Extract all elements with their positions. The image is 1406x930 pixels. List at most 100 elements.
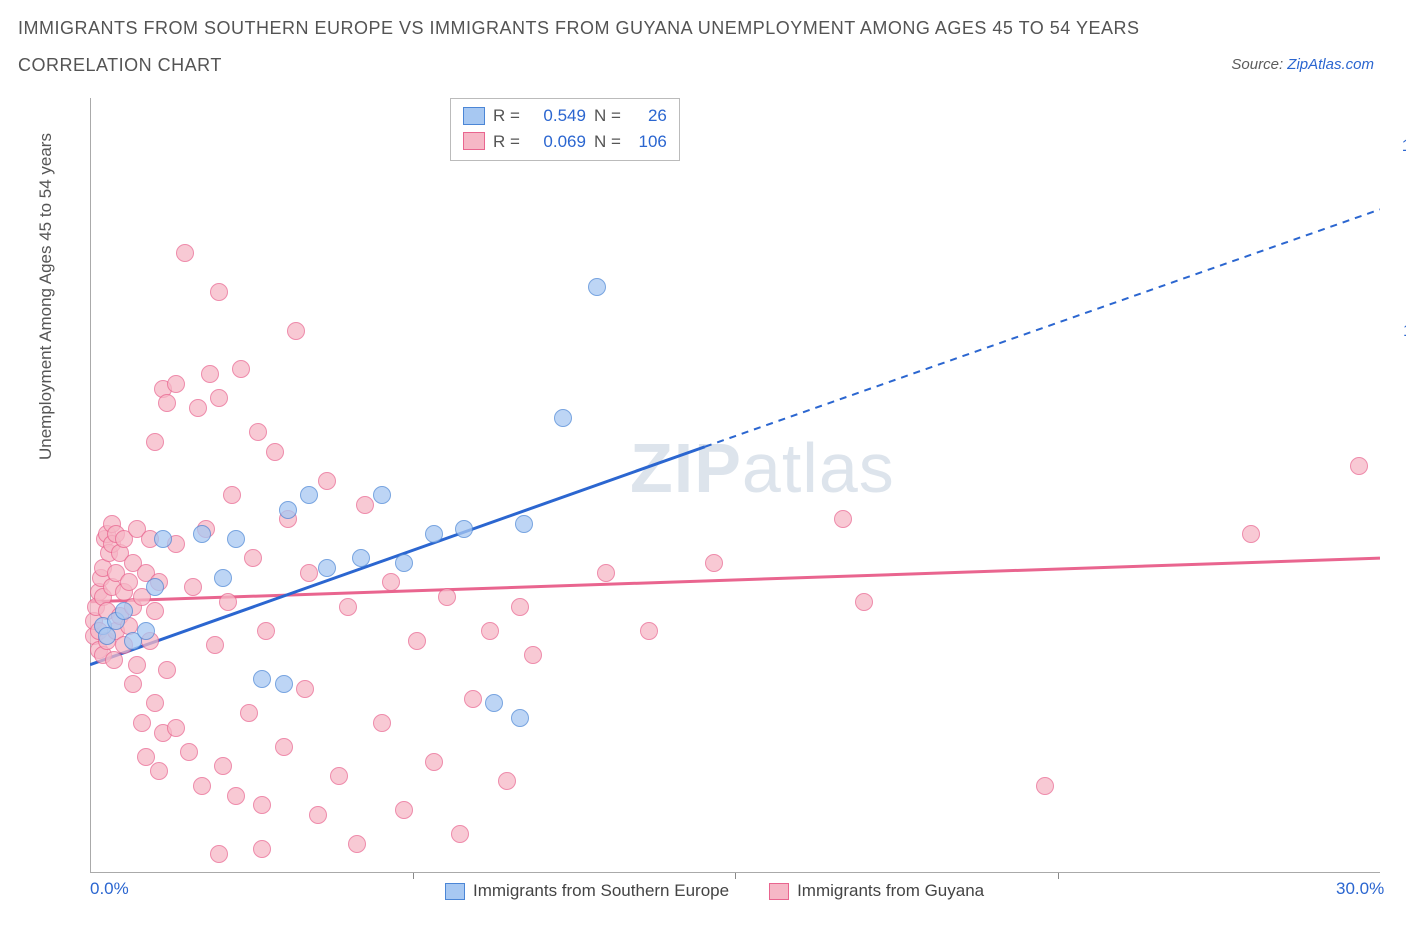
legend-item-2: Immigrants from Guyana [769,881,984,901]
scatter-point [232,360,250,378]
scatter-point [146,578,164,596]
scatter-point [373,486,391,504]
scatter-point [395,801,413,819]
scatter-point [184,578,202,596]
title-line-1: IMMIGRANTS FROM SOUTHERN EUROPE VS IMMIG… [18,18,1140,39]
scatter-point [146,602,164,620]
y-axis-line [90,98,91,873]
legend-n-label: N = [594,129,621,155]
scatter-point [249,423,267,441]
scatter-point [597,564,615,582]
y-tick-label: 11.2% [1390,321,1406,341]
scatter-point [438,588,456,606]
legend-r-value-1: 0.549 [528,103,586,129]
legend-bottom-swatch-2 [769,883,789,900]
scatter-point [120,573,138,591]
scatter-point [128,656,146,674]
legend-bottom-swatch-1 [445,883,465,900]
scatter-point [240,704,258,722]
y-tick-label: 3.8% [1390,679,1406,699]
trend-lines [90,98,1380,873]
scatter-point [193,525,211,543]
scatter-point [300,564,318,582]
scatter-point [348,835,366,853]
scatter-point [133,714,151,732]
scatter-point [206,636,224,654]
scatter-point [318,472,336,490]
legend-item-1: Immigrants from Southern Europe [445,881,729,901]
watermark-zip: ZIP [630,429,742,507]
scatter-point [511,598,529,616]
x-minor-tick [735,873,736,879]
scatter-point [210,845,228,863]
scatter-point [300,486,318,504]
watermark-atlas: atlas [742,429,895,507]
scatter-point [253,840,271,858]
scatter-point [219,593,237,611]
series-legend: Immigrants from Southern Europe Immigran… [445,881,984,901]
scatter-point [227,787,245,805]
y-tick-label: 15.0% [1390,136,1406,156]
correlation-legend: R = 0.549 N = 26 R = 0.069 N = 106 [450,98,680,161]
scatter-point [352,549,370,567]
scatter-point [425,525,443,543]
scatter-point [115,602,133,620]
scatter-point [150,762,168,780]
legend-n-value-1: 26 [629,103,667,129]
scatter-point [193,777,211,795]
chart-area: ZIPatlas R = 0.549 N = 26 R = 0.069 N = … [60,98,1380,873]
source-link[interactable]: ZipAtlas.com [1287,56,1374,73]
scatter-point [588,278,606,296]
chart-title: IMMIGRANTS FROM SOUTHERN EUROPE VS IMMIG… [18,18,1140,76]
y-tick-label: 7.5% [1390,500,1406,520]
legend-n-value-2: 106 [629,129,667,155]
x-tick-label: 30.0% [1336,879,1384,899]
scatter-point [227,530,245,548]
scatter-plot: ZIPatlas R = 0.549 N = 26 R = 0.069 N = … [90,98,1380,873]
scatter-point [275,675,293,693]
scatter-point [451,825,469,843]
legend-series-name-2: Immigrants from Guyana [797,881,984,900]
scatter-point [1242,525,1260,543]
scatter-point [158,661,176,679]
scatter-point [330,767,348,785]
scatter-point [124,675,142,693]
scatter-point [253,670,271,688]
legend-row-series-1: R = 0.549 N = 26 [463,103,667,129]
x-minor-tick [413,873,414,879]
scatter-point [137,748,155,766]
scatter-point [158,394,176,412]
scatter-point [279,501,297,519]
scatter-point [137,622,155,640]
scatter-point [287,322,305,340]
x-tick-label: 0.0% [90,879,129,899]
scatter-point [481,622,499,640]
scatter-point [176,244,194,262]
scatter-point [382,573,400,591]
scatter-point [189,399,207,417]
scatter-point [1350,457,1368,475]
scatter-point [554,409,572,427]
scatter-point [339,598,357,616]
scatter-point [275,738,293,756]
scatter-point [266,443,284,461]
y-axis-title: Unemployment Among Ages 45 to 54 years [36,133,56,460]
scatter-point [1036,777,1054,795]
source-attribution: Source: ZipAtlas.com [1231,56,1374,73]
scatter-point [253,796,271,814]
scatter-point [356,496,374,514]
scatter-point [180,743,198,761]
scatter-point [146,433,164,451]
scatter-point [834,510,852,528]
scatter-point [210,283,228,301]
scatter-point [640,622,658,640]
scatter-point [257,622,275,640]
watermark: ZIPatlas [630,428,895,508]
legend-row-series-2: R = 0.069 N = 106 [463,129,667,155]
scatter-point [214,757,232,775]
scatter-point [425,753,443,771]
legend-r-label: R = [493,103,520,129]
scatter-point [154,530,172,548]
title-line-2: CORRELATION CHART [18,55,1140,76]
scatter-point [146,694,164,712]
